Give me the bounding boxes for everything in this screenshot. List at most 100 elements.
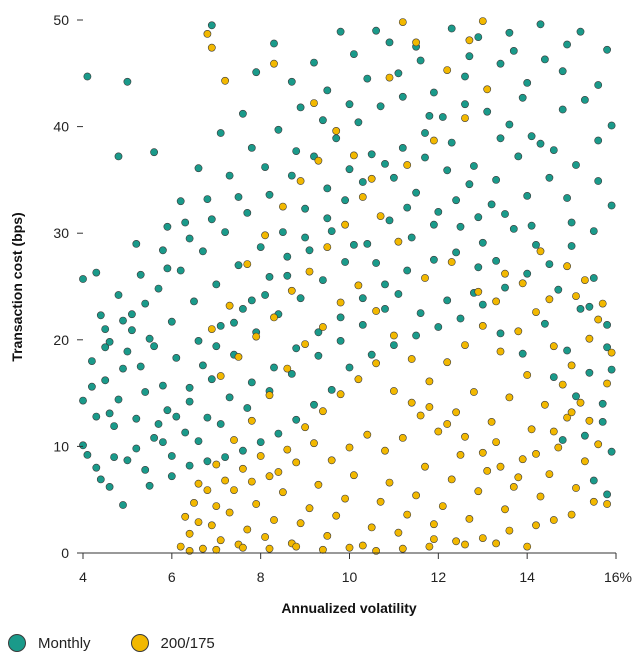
data-point-200-175 [483, 85, 492, 94]
data-point-monthly [274, 429, 283, 438]
data-point-monthly [496, 329, 505, 338]
data-point-monthly [181, 428, 190, 437]
data-point-monthly [452, 248, 460, 257]
data-point-200-175 [465, 515, 474, 523]
data-point-200-175 [225, 301, 234, 310]
data-point-200-175 [354, 281, 363, 290]
data-point-200-175 [518, 455, 527, 464]
data-point-monthly [96, 475, 105, 484]
data-point-monthly [252, 68, 261, 77]
data-point-200-175 [576, 398, 585, 407]
x-tick-label: 6 [168, 569, 176, 585]
data-point-monthly [141, 388, 150, 396]
data-point-200-175 [429, 136, 438, 145]
data-point-monthly [83, 450, 92, 459]
data-point-monthly [136, 362, 145, 371]
data-point-200-175 [354, 375, 363, 384]
data-point-monthly [141, 299, 150, 308]
data-point-monthly [256, 243, 265, 251]
data-point-monthly [363, 239, 372, 248]
data-point-monthly [354, 118, 363, 127]
data-point-monthly [101, 325, 110, 333]
data-point-monthly [292, 344, 301, 353]
data-point-monthly [412, 188, 420, 197]
data-point-200-175 [603, 500, 611, 508]
data-point-monthly [381, 304, 389, 313]
data-point-200-175 [305, 504, 314, 513]
data-point-monthly [465, 52, 474, 61]
data-point-monthly [403, 266, 412, 275]
data-point-monthly [381, 280, 389, 289]
data-point-monthly [581, 96, 589, 104]
data-point-monthly [558, 436, 567, 444]
data-point-200-175 [461, 540, 469, 549]
data-point-200-175 [492, 539, 500, 548]
x-tick-label: 8 [257, 569, 265, 585]
data-point-200-175 [443, 358, 452, 367]
data-point-monthly [589, 476, 598, 485]
data-point-200-175 [256, 452, 265, 460]
data-point-monthly [523, 269, 532, 278]
data-point-200-175 [532, 521, 540, 530]
data-point-200-175 [461, 432, 469, 441]
data-point-200-175 [318, 323, 327, 331]
data-point-monthly [372, 26, 380, 35]
data-point-monthly [572, 161, 580, 169]
data-point-200-175 [536, 247, 545, 256]
data-point-monthly [247, 143, 256, 152]
data-point-monthly [549, 373, 558, 381]
data-point-200-175 [425, 377, 434, 386]
data-point-monthly [429, 255, 438, 264]
data-point-200-175 [447, 258, 456, 266]
data-point-monthly [114, 152, 123, 161]
data-point-200-175 [287, 286, 296, 295]
data-point-200-175 [447, 475, 456, 484]
data-point-monthly [478, 238, 487, 247]
data-point-monthly [185, 383, 194, 392]
data-point-monthly [438, 113, 447, 121]
data-point-monthly [221, 453, 229, 461]
data-point-200-175 [207, 521, 216, 530]
data-point-200-175 [594, 315, 603, 324]
data-point-monthly [358, 320, 367, 329]
data-point-200-175 [527, 425, 536, 434]
data-point-200-175 [567, 408, 576, 417]
data-point-monthly [434, 323, 443, 331]
data-point-200-175 [376, 497, 385, 506]
data-point-monthly [523, 191, 532, 200]
data-point-monthly [216, 420, 225, 428]
data-point-200-175 [567, 510, 576, 519]
data-point-monthly [385, 38, 394, 47]
data-point-200-175 [230, 486, 238, 494]
data-point-monthly [105, 337, 114, 346]
data-point-monthly [603, 45, 611, 54]
data-point-monthly [327, 385, 336, 394]
data-point-200-175 [581, 276, 589, 284]
data-point-monthly [287, 77, 296, 86]
data-point-monthly [576, 304, 585, 313]
data-point-200-175 [394, 237, 403, 246]
data-point-monthly [283, 252, 292, 261]
data-point-200-175 [190, 498, 198, 507]
data-point-monthly [429, 220, 438, 229]
data-point-monthly [594, 177, 603, 185]
data-point-monthly [443, 166, 452, 175]
data-point-monthly [381, 159, 389, 168]
data-point-200-175 [425, 542, 434, 551]
data-point-200-175 [598, 299, 607, 308]
data-point-200-175 [429, 535, 438, 543]
data-point-200-175 [425, 403, 434, 411]
data-point-monthly [154, 420, 163, 428]
data-point-monthly [558, 105, 567, 114]
data-point-200-175 [478, 534, 487, 542]
data-point-monthly [198, 247, 207, 256]
data-point-monthly [429, 88, 438, 97]
data-point-200-175 [563, 413, 571, 422]
data-point-monthly [127, 326, 136, 335]
data-point-monthly [603, 343, 611, 352]
scatter-chart: 4 6 8 10 12 14 16% 0 10 20 30 40 50 Annualized vola… [9, 12, 632, 616]
data-point-monthly [185, 397, 194, 406]
data-point-monthly [576, 27, 585, 36]
data-point-monthly [563, 346, 571, 355]
data-point-200-175 [323, 532, 332, 540]
